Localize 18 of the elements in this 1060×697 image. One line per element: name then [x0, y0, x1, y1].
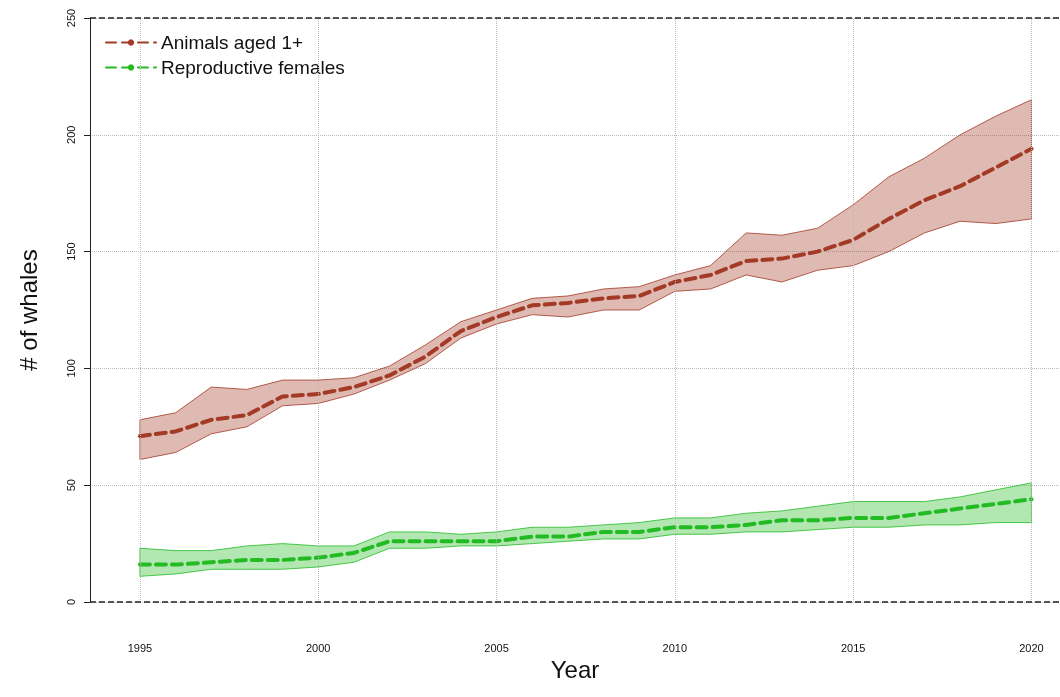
x-tick-label: 2010	[662, 641, 688, 654]
x-tick-label: 1995	[127, 641, 153, 654]
y-tick-label: 50	[64, 479, 77, 492]
legend-label: Reproductive females	[161, 57, 345, 78]
x-tick-label: 2020	[1019, 641, 1044, 654]
y-tick-label: 200	[64, 125, 77, 144]
legend-label: Animals aged 1+	[161, 32, 304, 53]
y-tick-label: 0	[64, 598, 77, 606]
y-tick-label: 150	[64, 242, 77, 261]
x-tick-label: 2015	[840, 641, 866, 654]
x-axis-title: Year	[550, 656, 600, 684]
x-tick-label: 2000	[305, 641, 331, 654]
y-tick-label: 250	[64, 8, 77, 28]
x-tick-label: 2005	[484, 641, 509, 654]
y-axis-title: # of whales	[14, 249, 42, 371]
line-series	[137, 146, 1034, 439]
line-series	[137, 497, 1034, 567]
y-tick-label: 100	[64, 359, 77, 378]
